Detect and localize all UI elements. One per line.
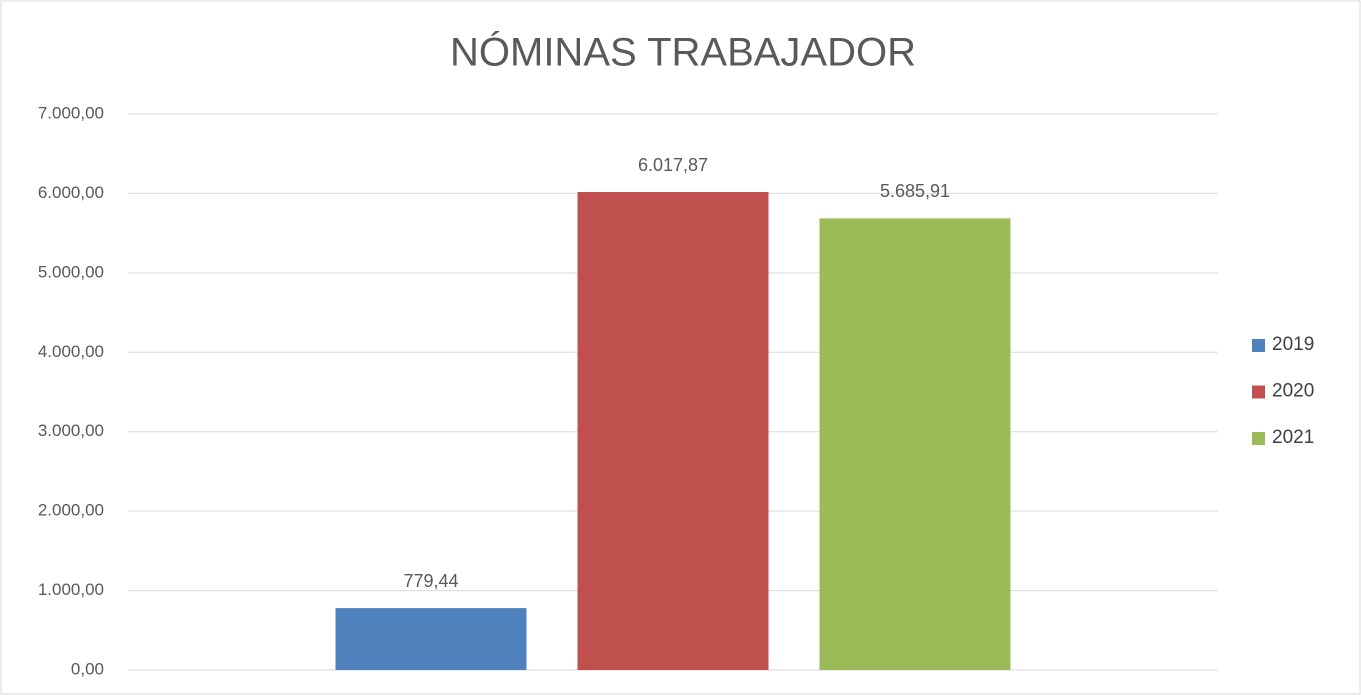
chart-title: NÓMINAS TRABAJADOR [450,30,916,75]
y-tick-label: 2.000,00 [38,501,104,520]
legend-swatch [1252,385,1265,399]
legend-swatch [1252,432,1265,445]
legend-swatch [1252,339,1265,352]
legend-label: 2021 [1272,427,1314,448]
bar [577,192,769,670]
y-tick-label: 4.000,00 [38,342,104,361]
value-label: 5.685,91 [880,181,950,201]
legend-label: 2020 [1272,381,1314,402]
y-tick-label: 3.000,00 [38,421,104,440]
bar [819,218,1011,671]
y-tick-label: 6.000,00 [38,183,104,202]
y-tick-label: 0,00 [71,659,104,678]
y-tick-label: 1.000,00 [38,580,104,599]
value-label: 779,44 [403,571,458,591]
legend-label: 2019 [1272,334,1314,355]
bar [335,608,527,670]
y-tick-label: 7.000,00 [38,103,104,122]
value-label: 6.017,87 [638,155,708,175]
y-tick-label: 5.000,00 [38,262,104,281]
